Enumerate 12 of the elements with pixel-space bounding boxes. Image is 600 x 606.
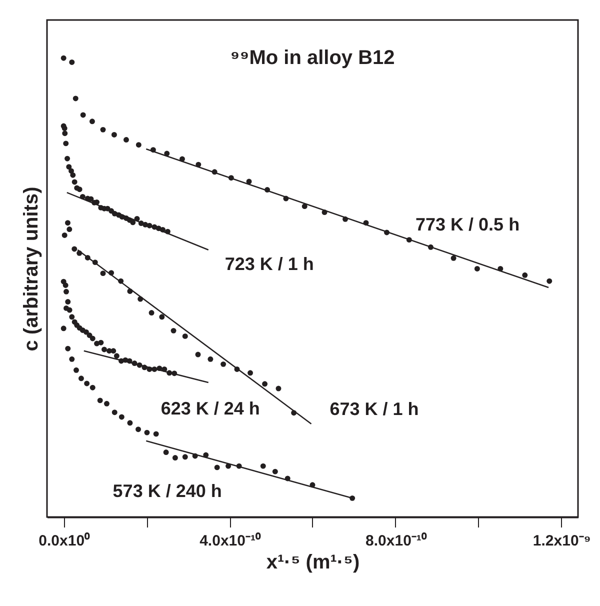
- x-tick-label: 1.2x10⁻⁹: [532, 532, 591, 550]
- x-tick-label: 4.0x10⁻¹⁰: [200, 532, 262, 550]
- series-label: 673 K / 1 h: [330, 398, 419, 419]
- chart-title: ⁹⁹Mo in alloy B12: [230, 47, 395, 69]
- x-axis-title: x¹·⁵ (m¹·⁵): [266, 552, 360, 574]
- y-axis-title: c (arbitrary units): [20, 186, 42, 352]
- x-tick-label: 8.0x10⁻¹⁰: [366, 532, 428, 550]
- x-tick-label: 0.0x10⁰: [38, 532, 91, 550]
- series-label: 623 K / 24 h: [160, 398, 260, 419]
- series-label: 773 K / 0.5 h: [416, 214, 520, 235]
- series-label: 573 K / 240 h: [112, 481, 222, 502]
- series-label: 723 K / 1 h: [224, 254, 314, 274]
